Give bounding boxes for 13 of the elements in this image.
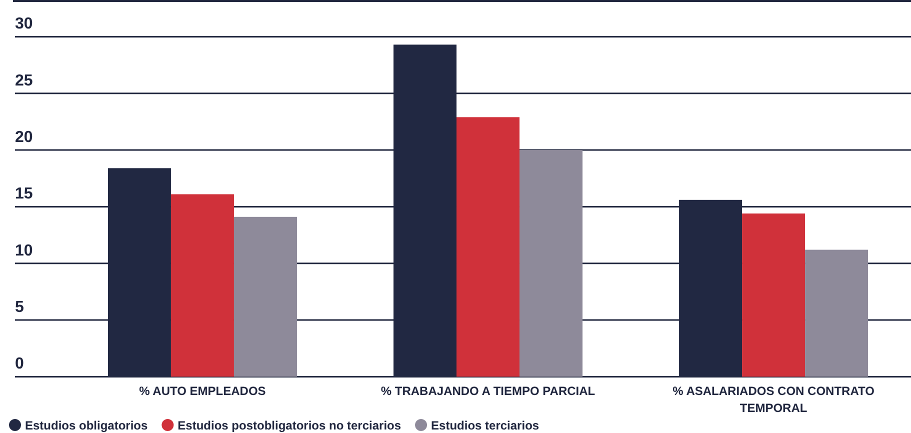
legend-label: Estudios postobligatorios no terciarios [178, 418, 402, 432]
y-tick-label: 20 [15, 129, 33, 146]
y-tick-label: 25 [15, 72, 33, 90]
y-tick-label: 30 [15, 16, 33, 33]
y-tick-label: 15 [15, 186, 33, 203]
y-tick-label: 0 [15, 356, 24, 373]
legend-label: Estudios obligatorios [25, 418, 148, 432]
legend-label: Estudios terciarios [431, 418, 540, 432]
x-tick-label: % ASALARIADOS CON CONTRATO TEMPORAL [672, 384, 874, 415]
y-tick-label: 10 [15, 242, 33, 260]
x-tick-label: % TRABAJANDO A TIEMPO PARCIAL [380, 384, 596, 398]
y-tick-label: 5 [15, 299, 24, 316]
x-tick-label: % AUTO EMPLEADOS [139, 384, 266, 398]
